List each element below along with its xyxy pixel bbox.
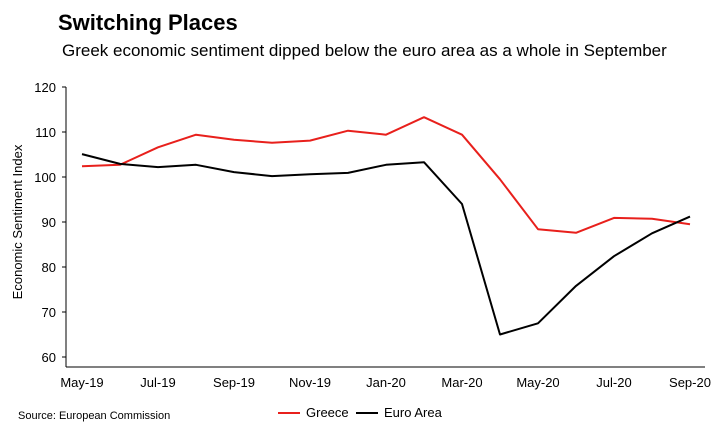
y-tick-label: 80 [42,260,56,275]
y-axis-label: Economic Sentiment Index [10,144,25,299]
legend-label-greece: Greece [306,405,349,420]
y-tick-label: 100 [34,170,56,185]
legend-greece: Greece [278,405,349,420]
x-tick-label: May-20 [516,375,559,390]
legend-euro-area: Euro Area [356,405,442,420]
source-note: Source: European Commission [18,410,171,422]
x-tick-label: Jul-19 [140,375,175,390]
y-tick-label: 110 [35,125,56,140]
x-tick-label: Sep-20 [669,375,711,390]
y-tick-label: 120 [34,80,56,95]
x-tick-label: Nov-19 [289,375,331,390]
y-tick-label: 90 [42,215,56,230]
series-line-euro-area [81,153,691,336]
x-tick-label: Sep-19 [213,375,255,390]
series-line-greece [81,116,691,234]
y-tick-label: 70 [42,305,56,320]
chart-title: Switching Places [58,10,238,35]
y-tick-label: 60 [42,350,56,365]
x-tick-label: Jul-20 [596,375,631,390]
x-tick-label: Mar-20 [441,375,482,390]
chart-subtitle: Greek economic sentiment dipped below th… [62,41,667,60]
x-tick-label: May-19 [60,375,103,390]
legend-label-euro-area: Euro Area [384,405,442,420]
legend-swatch-euro-area [356,411,378,414]
x-tick-label: Jan-20 [366,375,406,390]
legend-swatch-greece [278,411,300,414]
